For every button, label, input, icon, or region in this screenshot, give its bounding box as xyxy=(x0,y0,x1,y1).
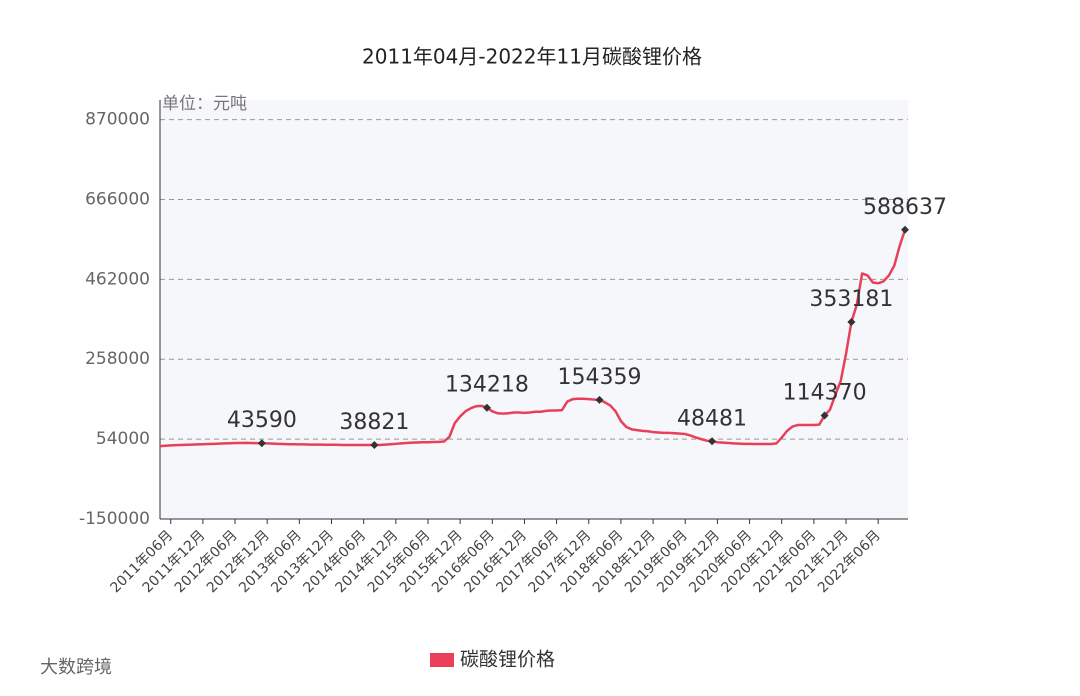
value-label: 588637 xyxy=(863,195,947,220)
value-label: 154359 xyxy=(558,365,642,390)
y-tick-label: 462000 xyxy=(85,269,150,289)
value-label: 114370 xyxy=(783,380,867,405)
point-marker xyxy=(482,403,491,412)
value-label: 134218 xyxy=(445,373,529,398)
unit-label: 单位：元吨 xyxy=(162,94,247,114)
y-tick-label: 870000 xyxy=(85,110,150,130)
point-marker xyxy=(708,437,717,446)
point-marker xyxy=(847,317,856,326)
y-tick-label: -150000 xyxy=(79,509,150,529)
legend-swatch xyxy=(430,653,454,667)
y-tick-label: 258000 xyxy=(85,349,150,369)
value-label: 38821 xyxy=(339,410,409,435)
y-tick-label: 666000 xyxy=(85,189,150,209)
line-series xyxy=(159,229,907,448)
point-marker xyxy=(595,395,604,404)
value-label: 43590 xyxy=(227,408,297,433)
point-marker xyxy=(820,411,829,420)
value-label: 48481 xyxy=(677,406,747,431)
value-label: 353181 xyxy=(809,287,893,312)
y-tick-label: 54000 xyxy=(96,429,150,449)
legend-label: 碳酸锂价格 xyxy=(460,649,555,671)
point-marker xyxy=(370,441,379,450)
point-marker xyxy=(257,439,266,448)
plot-area xyxy=(160,100,908,519)
watermark: 大数跨境 xyxy=(40,657,112,678)
point-marker xyxy=(901,225,909,234)
chart-title: 2011年04月-2022年11月碳酸锂价格 xyxy=(362,45,702,69)
